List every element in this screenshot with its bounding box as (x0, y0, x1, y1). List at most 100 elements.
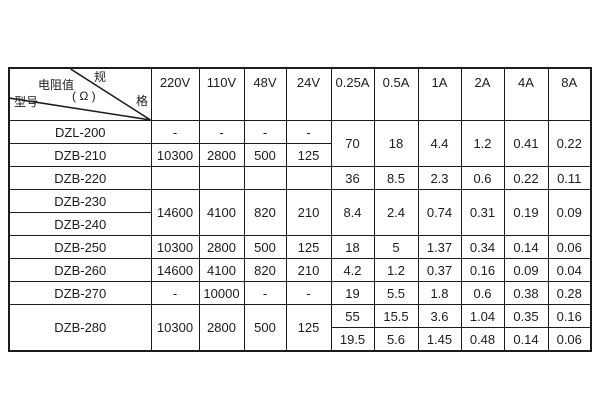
row-dzb240: DZB-240 (8, 212, 591, 236)
cell-dzb270-model: DZB-270 (8, 281, 152, 305)
corner-resistance-label: 电阻值 (38, 78, 75, 92)
cell-dzb270-2a: 0.6 (460, 281, 505, 305)
col-header-05a: 0.5A (373, 67, 419, 121)
col-header-8a: 8A (547, 67, 592, 121)
cell-dzb230-model: DZB-230 (8, 189, 152, 213)
cell-dzb250-4a: 0.14 (503, 235, 549, 259)
cell-dzb230-240-2a: 0.31 (460, 189, 505, 236)
cell-dzb210-110v: 2800 (198, 143, 245, 167)
cell-dzb240-model: DZB-240 (8, 212, 152, 236)
cell-dzb210-48v: 500 (243, 143, 287, 167)
cell-dzb270-05a: 5.5 (373, 281, 419, 305)
cell-dzb210-2a: 1.2 (460, 120, 505, 167)
cell-dzb270-110v: 10000 (198, 281, 245, 305)
cell-dzb270-025a: 19 (330, 281, 375, 305)
cell-dzb260-2a: 0.16 (460, 258, 505, 282)
cell-dzb250-24v: 125 (285, 235, 332, 259)
cell-dzb280a-4a: 0.35 (503, 304, 549, 328)
cell-dzb280-220v: 10300 (150, 304, 200, 352)
col-header-24v: 24V (285, 67, 332, 121)
cell-dzb280b-1a: 1.45 (417, 327, 462, 352)
cell-dzb220-model: DZB-220 (8, 166, 152, 190)
cell-dzb250-2a: 0.34 (460, 235, 505, 259)
cell-dzl200-24v: - (285, 120, 332, 144)
cell-dzb280a-8a: 0.16 (547, 304, 592, 328)
cell-dzb260-05a: 1.2 (373, 258, 419, 282)
col-header-1a: 1A (417, 67, 462, 121)
cell-dzb260-48v: 820 (243, 258, 287, 282)
spec-table: 规 格 电阻值 ( Ω ) 型号 220V 110V 48V 24V 0.25A… (8, 67, 592, 352)
cell-dzb280b-05a: 5.6 (373, 327, 419, 352)
cell-dzb280b-025a: 19.5 (330, 327, 375, 352)
row-dzb260: DZB-260 14600 4100 820 210 4.2 1.2 0.37 … (8, 258, 592, 282)
row-dzb230: DZB-230 14600 4100 820 210 8.4 2.4 0.74 … (8, 189, 592, 236)
cell-dzb270-4a: 0.38 (503, 281, 549, 305)
cell-dzb210-4a: 0.41 (503, 120, 549, 167)
cell-dzb220-1a: 2.3 (417, 166, 462, 190)
col-header-220v: 220V (150, 67, 200, 121)
cell-dzl200-110v: - (198, 120, 245, 144)
cell-dzb280b-8a: 0.06 (547, 327, 592, 352)
col-header-110v: 110V (198, 67, 245, 121)
cell-dzb250-model: DZB-250 (8, 235, 152, 259)
row-dzb280-a: DZB-280 10300 2800 500 125 55 15.5 3.6 1… (8, 304, 592, 352)
row-dzb210: DZB-210 10300 2800 500 125 (8, 143, 591, 167)
cell-dzb220-2a: 0.6 (460, 166, 505, 190)
cell-dzb250-220v: 10300 (150, 235, 200, 259)
cell-dzb230-240-24v: 210 (285, 189, 332, 236)
col-header-4a: 4A (503, 67, 549, 121)
cell-dzb220-025a: 36 (330, 166, 375, 190)
col-header-025a: 0.25A (330, 67, 375, 121)
cell-dzb220-48v-empty (243, 166, 287, 190)
cell-dzb250-025a: 18 (330, 235, 375, 259)
corner-spec-label-top: 规 (94, 70, 107, 84)
cell-dzb230-240-110v: 4100 (198, 189, 245, 236)
cell-dzb270-48v: - (243, 281, 287, 305)
row-dzb280-b: 19.5 5.6 1.45 0.48 0.14 0.06 (9, 327, 592, 352)
cell-dzb260-4a: 0.09 (503, 258, 549, 282)
corner-model-label: 型号 (14, 95, 39, 109)
cell-dzb250-110v: 2800 (198, 235, 245, 259)
corner-spec-label-bottom: 格 (136, 94, 149, 108)
cell-dzb230-240-48v: 820 (243, 189, 287, 236)
cell-dzb280b-4a: 0.14 (503, 327, 549, 352)
cell-dzb210-1a: 4.4 (417, 120, 462, 167)
cell-dzb250-48v: 500 (243, 235, 287, 259)
cell-dzb220-220v-empty (150, 166, 200, 190)
cell-dzb260-220v: 14600 (150, 258, 200, 282)
cell-dzb280-24v: 125 (285, 304, 332, 352)
corner-resistance-unit: ( Ω ) (72, 89, 96, 103)
cell-dzb250-8a: 0.06 (547, 235, 592, 259)
cell-dzb260-model: DZB-260 (8, 258, 152, 282)
cell-dzb260-1a: 0.37 (417, 258, 462, 282)
cell-dzb270-8a: 0.28 (547, 281, 592, 305)
cell-dzb210-8a: 0.22 (547, 120, 592, 167)
diagonal-divider-lines (10, 69, 150, 120)
cell-dzb230-240-05a: 2.4 (373, 189, 419, 236)
cell-dzb210-05a: 18 (373, 120, 419, 167)
cell-dzb250-05a: 5 (373, 235, 419, 259)
cell-dzb230-240-4a: 0.19 (503, 189, 549, 236)
cell-dzb230-240-220v: 14600 (150, 189, 200, 236)
col-header-48v: 48V (243, 67, 287, 121)
cell-dzb210-24v: 125 (285, 143, 332, 167)
cell-dzb280-110v: 2800 (198, 304, 245, 352)
cell-dzb210-model: DZB-210 (8, 143, 152, 167)
cell-dzb220-24v-empty (285, 166, 332, 190)
row-dzb270: DZB-270 - 10000 - - 19 5.5 1.8 0.6 0.38 … (8, 281, 592, 305)
cell-dzb280a-05a: 15.5 (373, 304, 419, 328)
cell-dzb260-24v: 210 (285, 258, 332, 282)
cell-dzb220-8a: 0.11 (547, 166, 592, 190)
header-row: 规 格 电阻值 ( Ω ) 型号 220V 110V 48V 24V 0.25A… (8, 67, 592, 121)
cell-dzb230-240-1a: 0.74 (417, 189, 462, 236)
cell-dzb280-model: DZB-280 (8, 304, 152, 352)
cell-dzb280a-025a: 55 (330, 304, 375, 328)
cell-dzl200-220v: - (150, 120, 200, 144)
row-dzl200: DZL-200 - - - - 70 18 4.4 1.2 0.41 0.22 (8, 120, 592, 167)
corner-header-cell: 规 格 电阻值 ( Ω ) 型号 (8, 67, 152, 121)
cell-dzb270-1a: 1.8 (417, 281, 462, 305)
cell-dzb260-8a: 0.04 (547, 258, 592, 282)
cell-dzb220-110v-empty (198, 166, 245, 190)
cell-dzb230-240-8a: 0.09 (547, 189, 592, 236)
